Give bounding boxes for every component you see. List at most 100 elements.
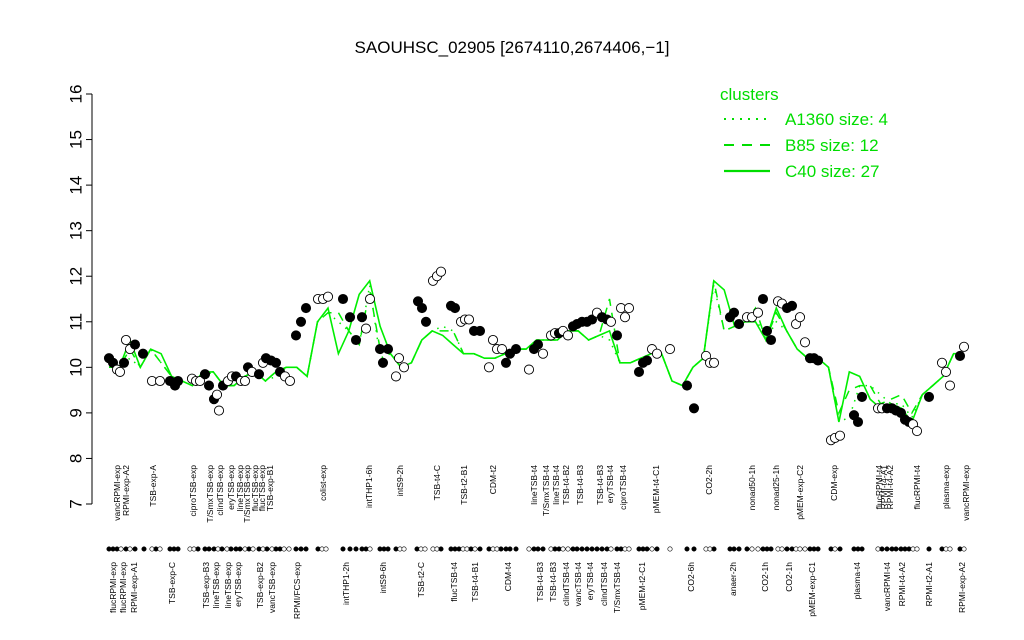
x-tick-label: eryTSB-exp xyxy=(226,465,236,510)
data-point xyxy=(393,353,405,364)
y-tick-label: 14 xyxy=(66,176,85,195)
data-point xyxy=(449,303,461,314)
x-tick-label: vancRPMI-exp xyxy=(961,465,971,521)
sample-marker xyxy=(237,546,243,552)
sample-marker xyxy=(498,546,504,552)
x-tick-label: RPMI-exp-A1 xyxy=(129,562,139,613)
x-tick-label: intTHP1-2h xyxy=(341,562,351,605)
sample-marker xyxy=(565,546,571,552)
x-tick-labels: vancRPMI-exp RPMI-exp-A2 TSB-exp-A ciproTSB… xyxy=(108,465,971,619)
x-tick-label: vancTSB-t4 xyxy=(573,562,583,607)
sample-marker xyxy=(667,546,673,552)
x-tick-label: flucTSB-exp xyxy=(257,465,267,512)
data-point xyxy=(510,344,522,355)
sample-marker xyxy=(599,546,605,552)
x-tick-label: CO2-2h xyxy=(704,465,714,495)
x-tick-label: vancRPMI-t4 xyxy=(882,562,892,611)
data-point xyxy=(944,380,956,391)
x-tick-label: CO2-1h xyxy=(784,562,794,592)
data-point xyxy=(300,303,312,314)
data-point xyxy=(958,341,970,352)
sample-marker xyxy=(731,546,737,552)
sample-marker xyxy=(815,546,821,552)
data-point xyxy=(605,316,617,327)
x-tick-label: clindTSB-t4 xyxy=(561,562,571,606)
data-point xyxy=(154,375,166,387)
data-point xyxy=(295,316,307,327)
data-point xyxy=(474,325,486,336)
sample-marker xyxy=(303,546,309,552)
sample-marker xyxy=(893,546,899,552)
data-point xyxy=(344,312,356,323)
x-tick-label: colist-exp xyxy=(318,465,328,501)
data-point xyxy=(940,366,952,377)
sample-marker xyxy=(507,546,513,552)
sample-marker xyxy=(118,546,124,552)
x-tick-label: pMEM-exp-C1 xyxy=(807,562,817,617)
sample-marker xyxy=(784,546,790,552)
data-point xyxy=(611,330,623,341)
data-point xyxy=(213,405,225,416)
x-tick-label: TSB-exp-B2 xyxy=(255,562,265,609)
data-point xyxy=(923,391,935,402)
data-point xyxy=(337,293,349,305)
x-tick-label: T/SmxTSB-t4 xyxy=(612,562,622,613)
sample-marker xyxy=(422,546,428,552)
sample-marker xyxy=(323,546,329,552)
sample-marker xyxy=(649,546,655,552)
sample-marker xyxy=(264,546,270,552)
sample-marker xyxy=(654,546,660,552)
data-point xyxy=(118,357,130,368)
data-point xyxy=(794,312,806,323)
x-tick-label: vancTSB-exp xyxy=(267,562,277,613)
sample-marker xyxy=(589,546,595,552)
sample-marker xyxy=(574,546,580,552)
x-tick-label: TSB-t4-B2 xyxy=(561,465,571,505)
x-tick-label: TSB-exp-A xyxy=(148,465,158,507)
y-axis: 7 8 9 10 11 12 13 14 15 16 xyxy=(66,85,93,509)
x-tick-label: TSB-t4-B3 xyxy=(575,465,585,505)
legend: clusters A1360 size: 4 B85 size: 12 C40 … xyxy=(720,85,888,181)
data-point xyxy=(483,362,495,373)
data-point xyxy=(270,357,282,368)
x-tick-label: lineTSB-t4 xyxy=(529,465,539,505)
data-points xyxy=(103,266,970,446)
sample-marker xyxy=(859,546,865,552)
sample-marker xyxy=(749,546,755,552)
x-tick-label: clindTSB-exp xyxy=(215,465,225,516)
data-point xyxy=(856,391,868,402)
x-tick-label: vancRPMI-exp xyxy=(112,465,122,521)
sample-marker xyxy=(560,546,566,552)
x-tick-label: clindTSB-t4 xyxy=(599,562,609,606)
y-tick-label: 8 xyxy=(66,454,85,463)
x-tick-label: CO2-6h xyxy=(686,562,696,592)
data-point xyxy=(211,389,223,400)
data-point xyxy=(253,369,265,380)
x-tick-label: RPMI-exp-A2 xyxy=(957,562,967,613)
sample-marker xyxy=(298,546,304,552)
sample-marker xyxy=(340,546,346,552)
x-tick-label: nonad50-1h xyxy=(747,465,757,511)
data-point xyxy=(562,330,574,341)
sample-marker xyxy=(472,546,478,552)
data-point xyxy=(688,403,700,414)
sample-marker xyxy=(195,546,201,552)
x-tick-label: lineTSB-exp xyxy=(211,562,221,609)
x-tick-label: CO2-1h xyxy=(760,562,770,592)
data-point xyxy=(416,303,428,314)
data-point xyxy=(651,348,663,359)
data-point xyxy=(537,348,549,359)
data-point xyxy=(377,357,389,368)
sample-marker xyxy=(535,546,541,552)
data-point xyxy=(290,330,302,341)
data-point xyxy=(463,314,475,325)
data-point xyxy=(398,362,410,373)
sample-marker xyxy=(768,546,774,552)
x-tick-label: T/SmxTSB-t4 xyxy=(541,465,551,516)
data-point xyxy=(360,323,372,334)
sample-marker xyxy=(219,546,225,552)
x-tick-label: flucTSB-exp xyxy=(250,465,260,512)
x-tick-label: TSB-t4-C xyxy=(432,465,442,500)
sample-marker xyxy=(832,546,838,552)
